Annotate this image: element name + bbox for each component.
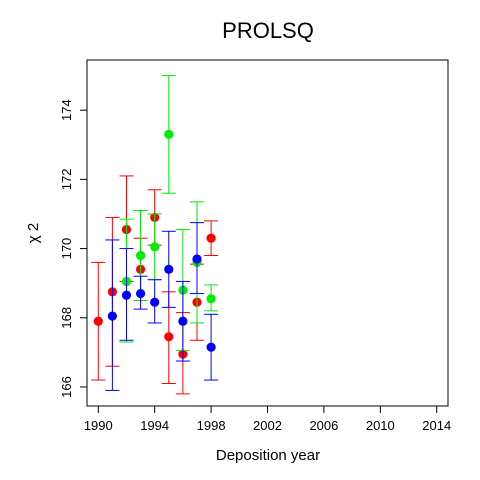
data-point [150,297,160,307]
data-point [206,294,216,304]
data-point [206,342,216,352]
y-axis: 166 168 170 172 174 [59,99,87,398]
plot-frame [86,59,449,407]
data-point [178,316,188,326]
data-point [93,316,103,326]
x-axis-label: Deposition year [216,447,320,464]
y-axis-label: χ 2 [25,223,42,243]
data-point [150,242,160,252]
data-series [91,75,219,395]
x-tick-label: 2006 [309,418,338,433]
series-3 [105,222,219,391]
data-point [135,288,146,299]
x-tick-label: 1990 [84,418,113,433]
data-point [107,311,117,321]
data-point [164,332,174,342]
y-tick-label: 170 [59,238,74,260]
y-tick-label: 166 [59,376,74,398]
chart-title: PROLSQ [222,18,314,43]
data-point [135,250,146,261]
x-tick-label: 2010 [366,418,395,433]
data-point [192,254,202,264]
data-point [164,129,174,139]
y-tick-label: 172 [59,169,74,191]
y-tick-label: 174 [59,99,74,121]
data-point [164,264,174,274]
x-tick-label: 2014 [422,418,451,433]
y-tick-label: 168 [59,307,74,329]
data-point [121,290,132,300]
x-tick-label: 1998 [197,418,226,433]
x-tick-label: 1994 [140,418,169,433]
x-tick-label: 2002 [253,418,282,433]
x-axis: 1990 1994 1998 2002 2006 2010 2014 [84,406,451,433]
data-point [206,233,216,243]
